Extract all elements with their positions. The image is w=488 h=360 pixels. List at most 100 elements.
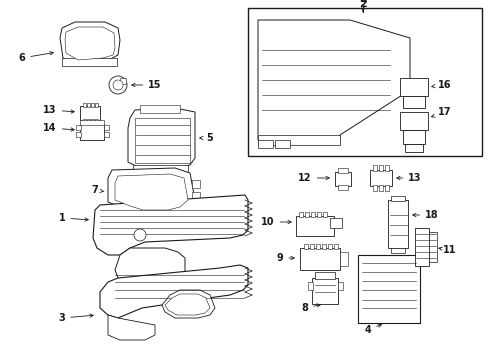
Bar <box>315 244 319 249</box>
Bar <box>298 212 303 217</box>
Bar <box>390 196 404 201</box>
Text: 7: 7 <box>91 185 104 195</box>
Bar <box>329 218 341 228</box>
Bar <box>311 278 337 304</box>
Polygon shape <box>115 248 184 282</box>
Text: 11: 11 <box>438 245 456 255</box>
Bar <box>133 165 187 177</box>
Bar <box>321 244 325 249</box>
Text: 17: 17 <box>430 107 451 117</box>
Text: 18: 18 <box>412 210 438 220</box>
Polygon shape <box>60 22 120 65</box>
Bar <box>357 255 419 323</box>
Text: 10: 10 <box>261 217 291 227</box>
Bar <box>104 125 109 130</box>
Text: 3: 3 <box>59 313 93 323</box>
Bar <box>384 185 388 191</box>
Text: 4: 4 <box>364 324 381 335</box>
Bar <box>91 103 94 107</box>
Bar <box>158 176 163 181</box>
Text: 6: 6 <box>19 51 53 63</box>
Bar <box>140 105 180 113</box>
Bar <box>87 103 90 107</box>
Circle shape <box>109 76 127 94</box>
Bar <box>339 252 347 266</box>
Bar <box>178 176 183 181</box>
Bar <box>310 212 314 217</box>
Polygon shape <box>115 174 187 210</box>
Bar <box>402 130 424 144</box>
Polygon shape <box>93 195 247 255</box>
Bar <box>378 165 382 171</box>
Bar <box>402 96 424 108</box>
Text: 8: 8 <box>301 303 320 313</box>
Polygon shape <box>162 290 215 318</box>
Bar <box>295 216 333 236</box>
Bar <box>168 176 174 181</box>
Bar <box>390 248 404 253</box>
Bar <box>274 140 289 148</box>
Polygon shape <box>65 27 115 60</box>
Bar <box>334 172 350 186</box>
Bar <box>337 185 347 190</box>
Bar <box>333 244 337 249</box>
Bar <box>148 176 154 181</box>
Bar <box>192 204 200 212</box>
Bar <box>307 282 312 290</box>
Bar <box>384 165 388 171</box>
Text: 9: 9 <box>276 253 294 263</box>
Polygon shape <box>128 108 195 168</box>
Text: 2: 2 <box>358 0 366 12</box>
Bar <box>192 180 200 188</box>
Bar <box>309 244 313 249</box>
Bar <box>95 103 98 107</box>
Bar <box>80 124 104 140</box>
Bar <box>192 192 200 200</box>
Polygon shape <box>108 315 155 340</box>
Text: 5: 5 <box>199 133 213 143</box>
Bar <box>62 58 117 66</box>
Circle shape <box>113 80 123 90</box>
Bar <box>83 119 86 123</box>
Bar <box>404 144 422 152</box>
Bar <box>399 78 427 96</box>
Text: 2: 2 <box>358 0 366 4</box>
Circle shape <box>134 229 146 241</box>
Bar <box>138 176 143 181</box>
Bar <box>305 212 308 217</box>
Text: 13: 13 <box>43 105 74 115</box>
Bar <box>80 106 100 120</box>
Bar <box>323 212 326 217</box>
Polygon shape <box>100 265 247 318</box>
Bar <box>135 118 190 163</box>
Bar <box>378 185 382 191</box>
Bar <box>304 244 307 249</box>
Bar <box>314 272 334 279</box>
Polygon shape <box>108 168 195 215</box>
Bar <box>316 212 320 217</box>
Bar <box>258 140 272 148</box>
Bar <box>104 132 109 137</box>
Text: 12: 12 <box>298 173 328 183</box>
Bar <box>414 228 428 266</box>
Bar <box>83 103 86 107</box>
Bar <box>387 200 407 248</box>
Bar <box>372 185 376 191</box>
Polygon shape <box>164 294 209 315</box>
Bar <box>76 125 81 130</box>
Bar <box>120 78 126 84</box>
Bar <box>80 120 104 125</box>
Bar <box>247 8 481 156</box>
Bar <box>95 119 98 123</box>
Bar <box>369 170 391 186</box>
Text: 13: 13 <box>396 173 421 183</box>
Bar <box>327 244 331 249</box>
Bar <box>76 132 81 137</box>
Polygon shape <box>258 20 409 140</box>
Text: 15: 15 <box>131 80 162 90</box>
Bar <box>299 248 339 270</box>
Text: 14: 14 <box>43 123 74 133</box>
Bar <box>87 119 90 123</box>
Bar <box>258 135 339 145</box>
Bar <box>337 282 342 290</box>
